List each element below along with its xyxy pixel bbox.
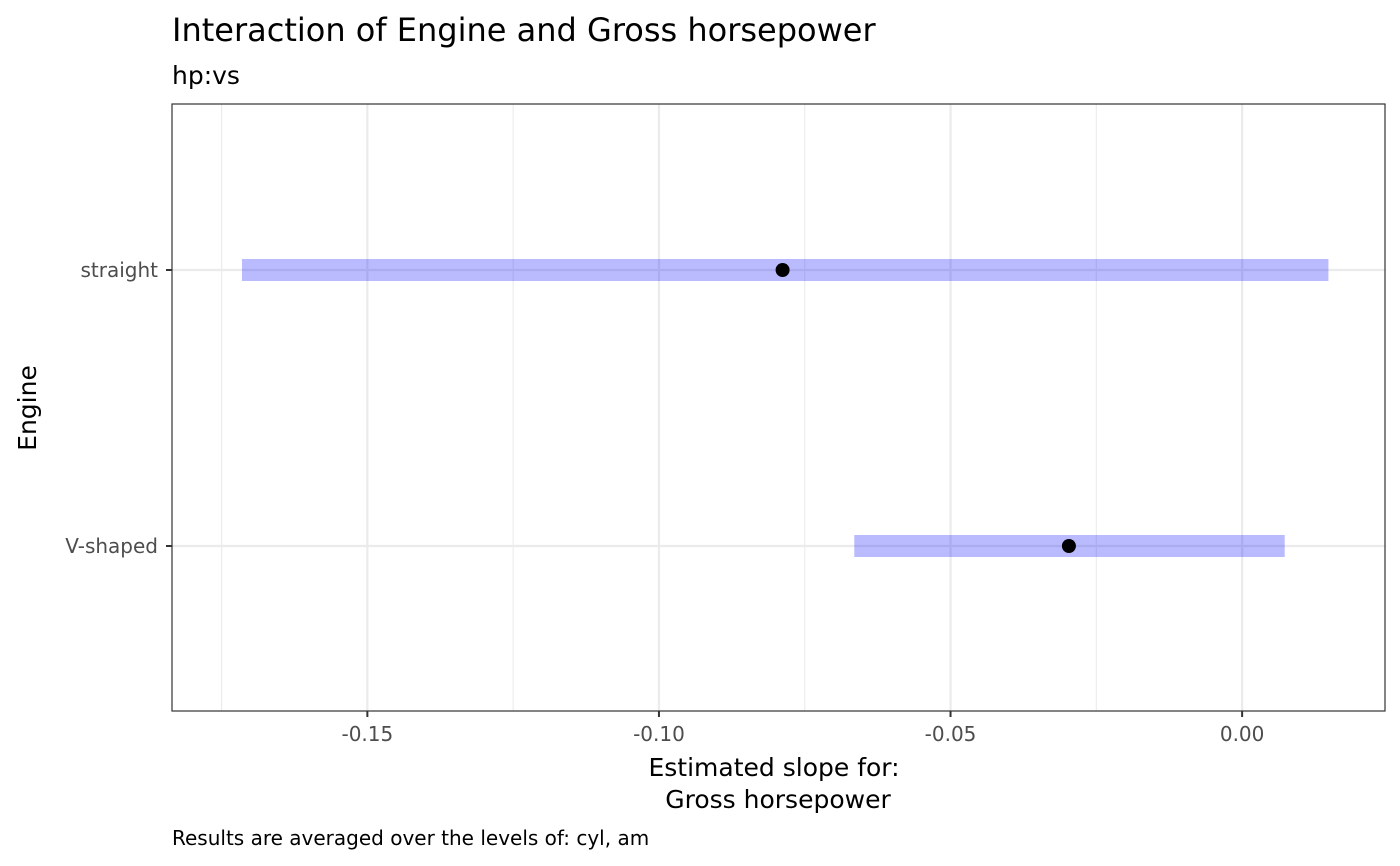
y-axis-title: Engine (13, 365, 42, 451)
plot-panel (171, 103, 1386, 712)
panel-background (172, 104, 1385, 711)
estimate-point (1061, 539, 1076, 553)
estimate-point (775, 263, 790, 277)
chart-subtitle: hp:vs (172, 61, 240, 90)
panel-border (171, 103, 1386, 712)
x-tick-label: -0.15 (341, 722, 393, 746)
y-axis: straight V-shaped (65, 258, 172, 558)
minor-gridlines (221, 104, 1097, 711)
x-axis-title-line-1: Estimated slope for: (648, 753, 899, 782)
x-tick-label: 0.00 (1220, 722, 1265, 746)
chart-title: Interaction of Engine and Gross horsepow… (172, 11, 876, 49)
x-tick-label: -0.05 (925, 722, 977, 746)
x-axis: -0.15 -0.10 -0.05 0.00 (341, 711, 1264, 746)
estimate-series (775, 263, 1076, 553)
y-tick-label: V-shaped (65, 534, 158, 558)
x-axis-title-line-2: Gross horsepower (665, 785, 891, 814)
x-axis-title: Estimated slope for: Gross horsepower (648, 753, 907, 814)
chart-caption: Results are averaged over the levels of:… (172, 826, 649, 850)
y-tick-label: straight (80, 258, 158, 282)
x-tick-label: -0.10 (633, 722, 685, 746)
